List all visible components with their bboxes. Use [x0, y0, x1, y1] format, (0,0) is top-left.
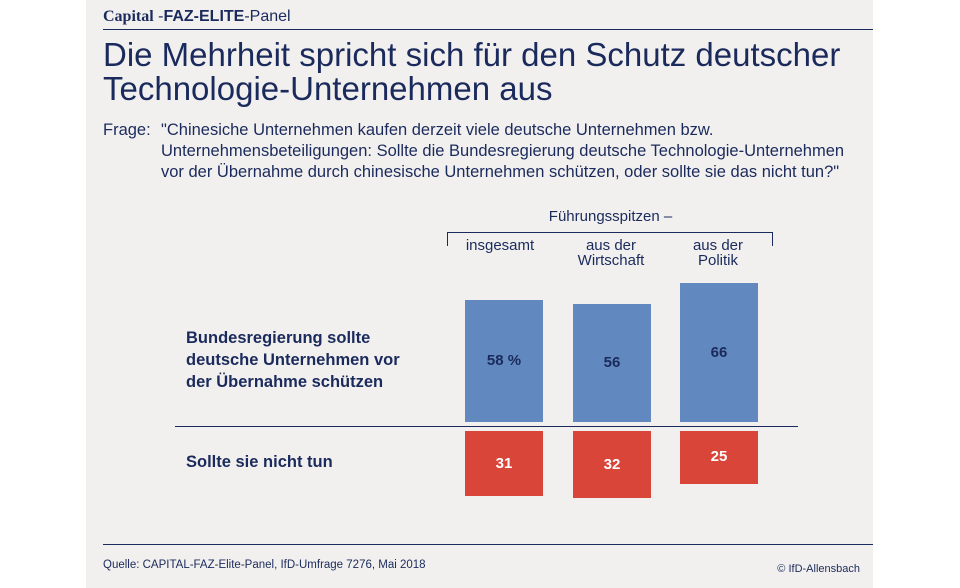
brand-panel: Panel — [249, 8, 291, 25]
category-label-insgesamt: insgesamt — [445, 238, 555, 253]
bar-not-2 — [680, 431, 758, 484]
bar-value-label: 58 % — [486, 352, 522, 370]
bar-value-label: 56 — [603, 354, 621, 372]
brand-separator-2: - — [244, 8, 250, 25]
chart-title: Die Mehrheit spricht sich für den Schutz… — [103, 36, 841, 107]
bar-value-label: 66 — [710, 343, 728, 361]
series-label-protect: Bundesregierung sollte deutsche Unterneh… — [186, 327, 400, 393]
brand-separator: - — [153, 8, 164, 25]
category-label-line: insgesamt — [465, 237, 535, 254]
group-bracket — [447, 232, 773, 246]
brand-faz-elite: FAZ-ELITE — [163, 8, 245, 25]
question-text: "Chinesiche Unternehmen kaufen derzeit v… — [161, 121, 845, 181]
series-label-line: deutsche Unternehmen vor — [186, 351, 400, 369]
category-label-wirtschaft: aus der Wirtschaft — [556, 238, 666, 268]
category-label-line: Wirtschaft — [577, 252, 645, 269]
series-label-not: Sollte sie nicht tun — [186, 451, 333, 473]
source-note: Quelle: CAPITAL-FAZ-Elite-Panel, IfD-Umf… — [103, 559, 426, 571]
series-label-line: Sollte sie nicht tun — [186, 453, 333, 471]
group-label: Führungsspitzen – — [548, 208, 673, 225]
bar-not-1 — [573, 431, 651, 499]
copyright-note: © IfD-Allensbach — [777, 563, 860, 575]
bar-protect-0 — [465, 300, 543, 422]
bar-not-0 — [465, 431, 543, 497]
bar-protect-2 — [680, 283, 758, 422]
header-rule — [103, 29, 873, 30]
category-label-line: Politik — [697, 252, 738, 269]
bar-value-label: 32 — [603, 455, 621, 473]
brand-header: Capital -FAZ-ELITE-Panel — [103, 8, 291, 26]
bar-value-label: 25 — [710, 448, 728, 466]
footer-rule — [103, 544, 873, 545]
category-label-politik: aus der Politik — [663, 238, 773, 268]
bar-value-label: 31 — [495, 454, 513, 472]
category-label-line: aus der — [585, 237, 637, 254]
category-label-line: aus der — [692, 237, 744, 254]
question-label: Frage: — [103, 121, 151, 139]
series-label-line: Bundesregierung sollte — [186, 329, 371, 347]
brand-capital: Capital — [103, 8, 154, 25]
baseline-rule — [175, 426, 798, 427]
bar-protect-1 — [573, 304, 651, 422]
series-label-line: der Übernahme schützen — [186, 373, 384, 391]
